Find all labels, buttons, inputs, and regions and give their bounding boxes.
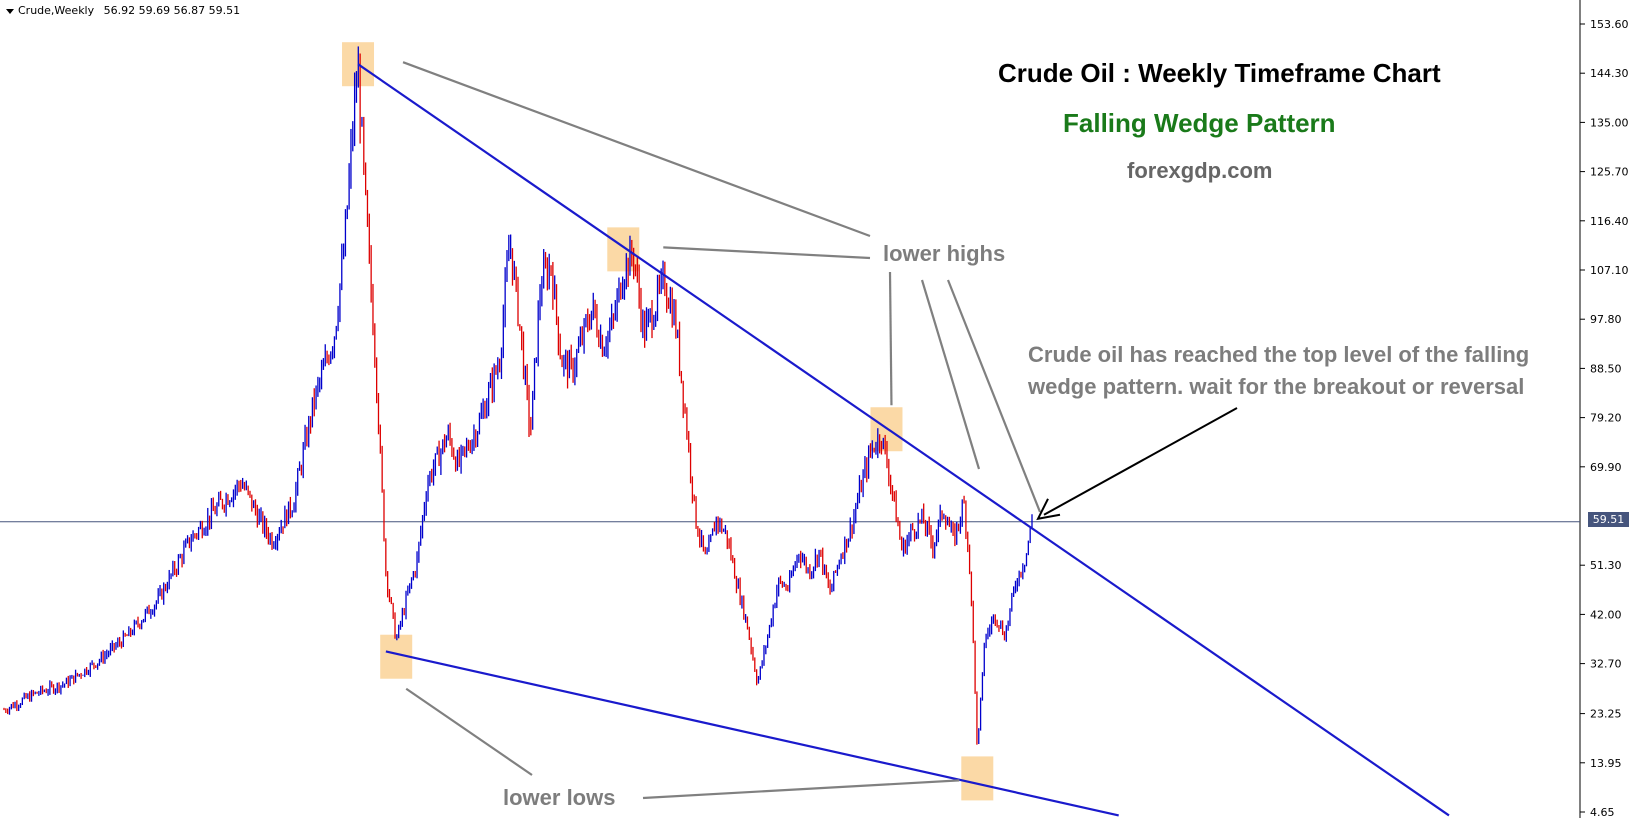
swing-highlight-box <box>961 756 994 801</box>
note-arrow <box>1036 407 1238 521</box>
pointer-low-1 <box>405 687 533 776</box>
symbol-dropdown-icon[interactable] <box>6 9 14 14</box>
note-line-2: wedge pattern. wait for the breakout or … <box>1028 374 1525 399</box>
chart-header: Crude,Weekly 56.92 59.69 56.87 59.51 <box>0 4 240 17</box>
lower-trendline <box>385 650 1119 817</box>
lower-highs-label: lower highs <box>883 241 1006 266</box>
pointer-low-2 <box>642 779 960 800</box>
upper-trendline <box>357 63 1450 817</box>
wedge-trendlines <box>357 63 1450 817</box>
pointer-high-3 <box>888 271 893 406</box>
y-tick-label: 69.90 <box>1590 461 1622 474</box>
arrow-head <box>1036 498 1061 521</box>
highlight-boxes <box>342 42 994 801</box>
symbol-label: Crude,Weekly <box>18 4 95 17</box>
analysis-note: Crude oil has reached the top level of t… <box>1028 339 1529 403</box>
y-tick-label: 144.30 <box>1590 67 1629 80</box>
price-axis: 153.60 144.30 135.00 125.70 116.40 107.10 97.8… <box>1580 18 1629 818</box>
y-tick-label: 107.10 <box>1590 264 1629 277</box>
pointer-high-5 <box>946 279 1042 513</box>
current-price-tag: 59.51 <box>1588 512 1629 527</box>
y-tick-label: 116.40 <box>1590 215 1629 228</box>
price-bars <box>3 46 1033 745</box>
y-tick-label: 88.50 <box>1590 362 1622 375</box>
ohlc-values: 56.92 59.69 56.87 59.51 <box>103 4 241 17</box>
pointer-high-1 <box>402 61 871 238</box>
chart-title: Crude Oil : Weekly Timeframe Chart <box>998 58 1441 88</box>
swing-highlight-box <box>607 227 640 272</box>
lower-lows-label: lower lows <box>503 785 616 810</box>
y-tick-label: 135.00 <box>1590 116 1629 129</box>
pointer-high-4 <box>920 279 981 470</box>
site-label: forexgdp.com <box>1127 158 1273 183</box>
y-tick-label: 79.20 <box>1590 412 1622 425</box>
y-tick-label: 4.65 <box>1590 806 1615 818</box>
y-tick-label: 42.00 <box>1590 608 1622 621</box>
pointer-high-2 <box>663 246 871 260</box>
y-tick-label: 51.30 <box>1590 559 1622 572</box>
pattern-title: Falling Wedge Pattern <box>1063 108 1336 138</box>
y-tick-label: 13.95 <box>1590 757 1622 770</box>
note-line-1: Crude oil has reached the top level of t… <box>1028 342 1530 367</box>
arrow-shaft <box>1043 407 1238 516</box>
y-tick-label: 153.60 <box>1590 18 1629 31</box>
y-tick-label: 32.70 <box>1590 658 1622 671</box>
y-tick-label: 125.70 <box>1590 166 1629 179</box>
y-tick-label: 97.80 <box>1590 313 1622 326</box>
y-tick-label: 23.25 <box>1590 708 1622 721</box>
annotation-pointers <box>402 61 1042 800</box>
